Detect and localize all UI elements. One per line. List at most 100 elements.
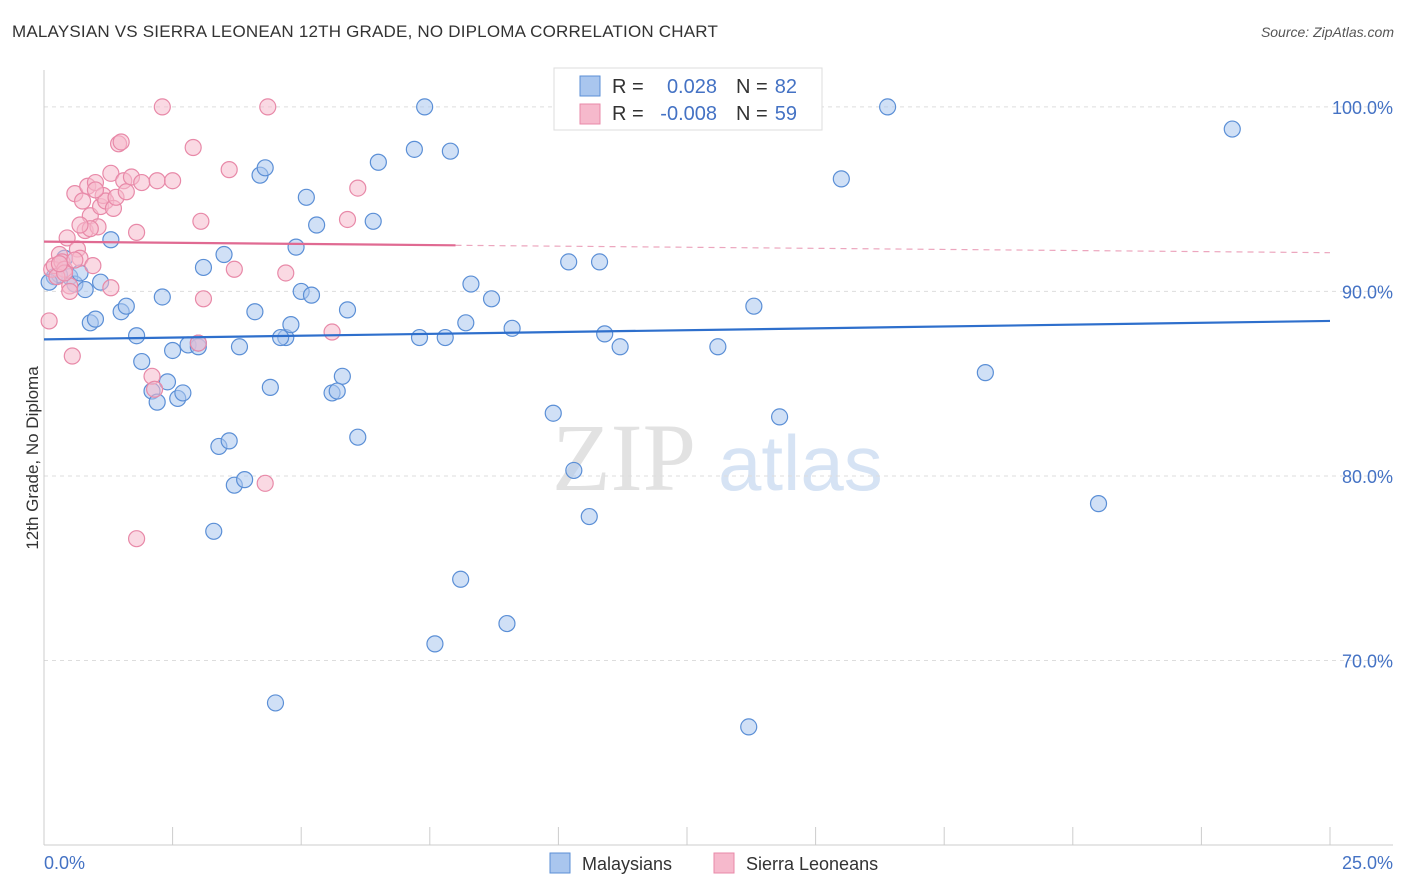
malaysian-point [153,288,171,306]
sierra-leonean-point [66,251,84,269]
sierra-leonean-point [338,210,357,229]
y-tick-label: 90.0% [1342,282,1393,302]
malaysian-point [410,328,429,347]
bottom-legend-swatch-sierra-leoneans [713,852,735,874]
legend-n-label-1: N = [736,76,768,98]
malaysian-point [246,303,264,321]
malaysian-point [611,338,629,356]
malaysian-point [102,231,120,249]
sierra-leonean-point [40,312,58,330]
malaysian-point [1089,495,1108,513]
malaysian-point [369,153,387,171]
sierra-leonean-point [117,183,135,201]
malaysian-point [215,245,233,264]
legend-n-value-1: 82 [775,76,797,98]
malaysian-point [282,316,300,334]
malaysian-point [261,378,279,396]
malaysian-point [832,170,850,188]
sierra-leonean-point [133,173,151,192]
sierra-leonean-point [323,323,341,341]
malaysian-point [482,290,501,308]
malaysian-point [503,319,521,337]
malaysian-point [158,373,177,391]
sierra-leonean-point [194,290,213,308]
malaysian-point [740,718,758,736]
sierra-leonean-point [112,133,130,151]
sierra-leonean-point [225,260,243,278]
malaysian-point [436,328,454,347]
malaysian-point [333,367,351,385]
sierra-leoneans-trend-line [43,240,456,247]
legend-n-label-2: N = [736,103,768,125]
sierra-leonean-point [256,474,274,492]
malaysian-point [452,570,470,588]
malaysian-point [220,432,238,450]
legend-swatch-malaysians [579,75,601,97]
malaysian-point [590,253,609,271]
malaysian-point [457,314,475,332]
malaysian-point [256,159,274,177]
malaysian-point [308,216,326,234]
sierra-leonean-point [50,255,69,273]
malaysian-point [174,384,192,402]
malaysian-point [441,142,459,160]
malaysian-point [297,188,315,206]
malaysian-point [565,461,583,480]
malaysian-point [76,280,94,299]
x-tick-min: 0.0% [44,853,85,873]
malaysian-point [117,297,135,315]
sierra-leonean-point [220,161,238,179]
malaysian-point [596,325,614,343]
malaysian-point [745,297,763,315]
sierra-leonean-point [164,172,182,190]
malaysian-point [426,635,444,653]
malaysian-point [266,694,285,712]
correlation-legend: R = 0.028 N = 82 R = -0.008 N = 59 [553,67,823,131]
sierra-leonean-point [63,347,81,365]
series-legend: Malaysians Sierra Leoneans [549,852,878,874]
y-tick-label: 70.0% [1342,651,1393,671]
chart-title: MALAYSIAN VS SIERRA LEONEAN 12TH GRADE, … [12,22,719,41]
bottom-legend-label-malaysians: Malaysians [582,854,672,874]
malaysian-point [770,408,789,426]
sierra-leonean-point [102,279,120,297]
malaysian-point [302,286,321,304]
bottom-legend-swatch-malaysians [549,852,571,874]
sierra-leonean-point [127,530,146,548]
malaysian-point [1223,120,1241,138]
sierra-leonean-point [277,264,295,282]
sierra-leonean-point [184,138,202,157]
malaysian-point [133,352,151,371]
malaysian-point [205,522,223,540]
legend-r-value-1: 0.028 [667,76,717,98]
sierra-leonean-point [71,216,89,234]
sierra-leonean-point [153,98,171,116]
legend-r-value-2: -0.008 [660,103,717,125]
malaysian-point [560,253,578,271]
sierra-leonean-point [259,98,277,116]
malaysians-trend-line [43,319,1331,341]
sierra-leonean-point [189,334,207,352]
legend-swatch-sierra-leoneans [579,103,601,125]
malaysian-point [194,258,213,277]
sierra-leonean-point [192,212,210,230]
x-tick-max: 25.0% [1342,853,1393,873]
trend-lines [43,240,1331,341]
malaysian-point [164,341,182,360]
watermark-zip: ZIP [552,404,696,511]
sierra-leonean-point [127,223,146,241]
data-points [40,98,1241,736]
malaysian-point [328,382,346,400]
malaysian-point [338,301,357,319]
malaysian-point [976,364,994,382]
sierra-leonean-point [148,172,166,190]
sierra-leonean-point [86,181,105,199]
malaysian-point [544,404,562,422]
malaysian-point [416,98,434,116]
axes: 100.0% 90.0% 80.0% 70.0% [43,70,1393,846]
legend-n-value-2: 59 [775,103,797,125]
watermark-atlas: atlas [718,419,883,507]
y-tick-label: 80.0% [1342,467,1393,487]
malaysian-point [879,98,897,116]
